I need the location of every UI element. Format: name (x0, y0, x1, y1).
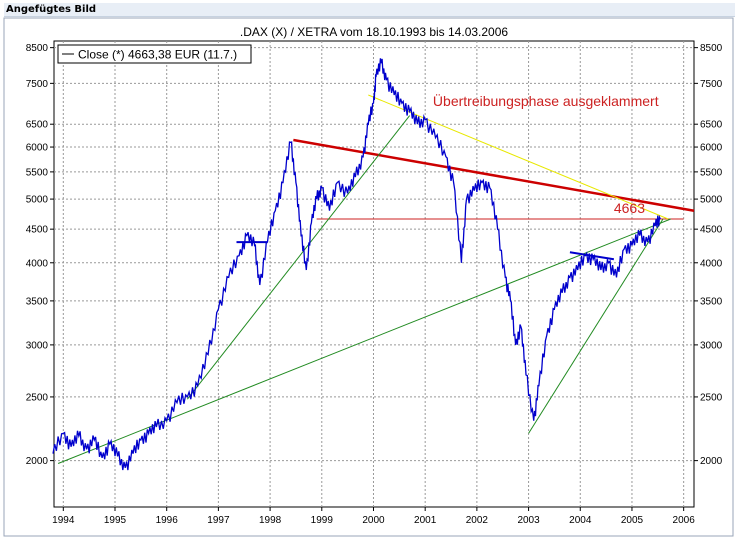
y-tick-label-left: 3000 (26, 340, 49, 351)
y-tick-label-right: 6000 (700, 143, 723, 154)
y-tick-label-left: 4500 (26, 225, 49, 236)
x-tick-label: 2003 (517, 515, 540, 526)
attached-image-header: Angefügtes Bild (4, 3, 735, 17)
x-tick-label: 1999 (311, 515, 334, 526)
y-tick-label-right: 7500 (700, 79, 723, 90)
x-tick-label: 2004 (569, 515, 592, 526)
y-tick-label-right: 4000 (700, 258, 723, 269)
x-tick-label: 1997 (207, 515, 230, 526)
x-tick-label: 1995 (104, 515, 127, 526)
legend-label: Close (*) 4663,38 EUR (11.7.) (78, 48, 237, 62)
x-tick-label: 1998 (259, 515, 282, 526)
y-tick-label-right: 6500 (700, 120, 723, 131)
x-tick-label: 2000 (362, 515, 385, 526)
y-tick-label-left: 3500 (26, 296, 49, 307)
y-tick-label-right: 2000 (700, 456, 723, 467)
x-tick-label: 2002 (466, 515, 489, 526)
trendline-support-mid (186, 115, 411, 400)
annotation-4663: 4663 (614, 200, 645, 216)
y-tick-label-right: 2500 (700, 392, 723, 403)
y-tick-label-left: 6000 (26, 143, 49, 154)
y-tick-label-right: 4500 (700, 225, 723, 236)
legend-box (57, 44, 252, 64)
y-tick-label-left: 4000 (26, 258, 49, 269)
y-tick-label-left: 8500 (26, 43, 49, 54)
y-tick-label-left: 5500 (26, 167, 49, 178)
close-series-line (52, 58, 661, 471)
trendline-support-short (528, 218, 664, 434)
x-tick-label: 1996 (156, 515, 179, 526)
x-tick-label: 2006 (673, 515, 696, 526)
y-tick-label-right: 8500 (700, 43, 723, 54)
plot-area (53, 40, 695, 508)
y-tick-label-right: 5000 (700, 195, 723, 206)
chart-title: .DAX (X) / XETRA vom 18.10.1993 bis 14.0… (240, 25, 508, 39)
annotation-exaggeration: Übertreibungsphase ausgeklammert (433, 92, 659, 109)
x-tick-label: 1994 (52, 515, 75, 526)
y-tick-label-left: 2000 (26, 456, 49, 467)
y-tick-label-right: 3000 (700, 340, 723, 351)
trendline-support-long (57, 218, 671, 464)
x-tick-label: 2001 (414, 515, 437, 526)
y-tick-label-left: 7500 (26, 79, 49, 90)
trendline-exaggeration (368, 94, 669, 220)
y-tick-label-right: 5500 (700, 167, 723, 178)
y-tick-label-right: 3500 (700, 296, 723, 307)
y-tick-label-left: 5000 (26, 195, 49, 206)
x-tick-label: 2005 (621, 515, 644, 526)
y-tick-label-left: 6500 (26, 120, 49, 131)
trendline-resistance-upper (293, 138, 695, 212)
y-tick-label-left: 2500 (26, 392, 49, 403)
